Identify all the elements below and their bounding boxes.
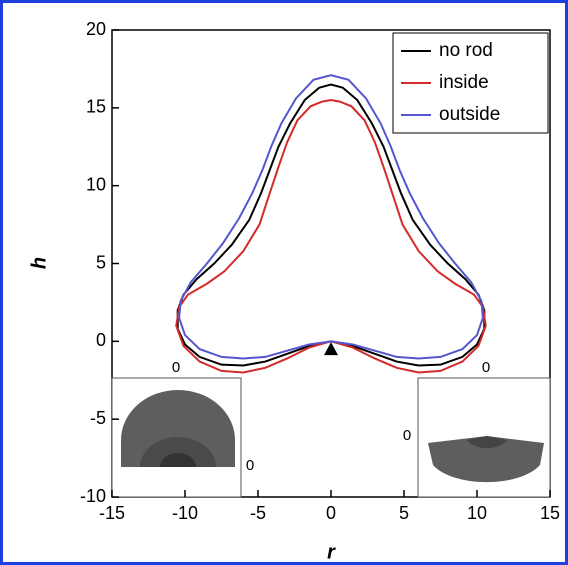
inset-label: 0 xyxy=(403,427,411,444)
y-tick-label: -5 xyxy=(90,408,106,428)
x-tick-label: 15 xyxy=(540,503,560,523)
y-axis-label: h xyxy=(28,257,50,269)
x-axis-label: r xyxy=(327,541,336,563)
series-line xyxy=(175,99,487,374)
x-tick-label: -10 xyxy=(172,503,198,523)
legend-label: inside xyxy=(439,72,489,93)
marker xyxy=(324,342,338,356)
y-tick-label: 10 xyxy=(86,174,106,194)
x-tick-label: 5 xyxy=(399,503,409,523)
inset-shape xyxy=(428,436,544,483)
insets: 0 0 0 0 xyxy=(111,359,551,498)
series-line xyxy=(178,74,484,360)
x-tick-label: -15 xyxy=(99,503,125,523)
inset-shape xyxy=(467,436,507,449)
legend-label: no rod xyxy=(439,40,493,61)
x-tick-label: 0 xyxy=(326,503,336,523)
curves xyxy=(175,74,487,374)
inset-label: 0 xyxy=(482,359,490,376)
inset-shape xyxy=(160,453,196,467)
series-line xyxy=(176,83,486,367)
inset-label: 0 xyxy=(246,457,254,474)
y-tick-label: 5 xyxy=(96,252,106,272)
inset-shape xyxy=(140,437,216,467)
y-tick-label: 0 xyxy=(96,330,106,350)
x-tick-label: -5 xyxy=(250,503,266,523)
y-tick-label: 20 xyxy=(86,19,106,39)
inset-label: 0 xyxy=(172,359,180,376)
y-tick-label: -10 xyxy=(80,486,106,506)
y-tick-label: 15 xyxy=(86,97,106,117)
x-tick-label: 10 xyxy=(467,503,487,523)
legend-label: outside xyxy=(439,104,500,125)
